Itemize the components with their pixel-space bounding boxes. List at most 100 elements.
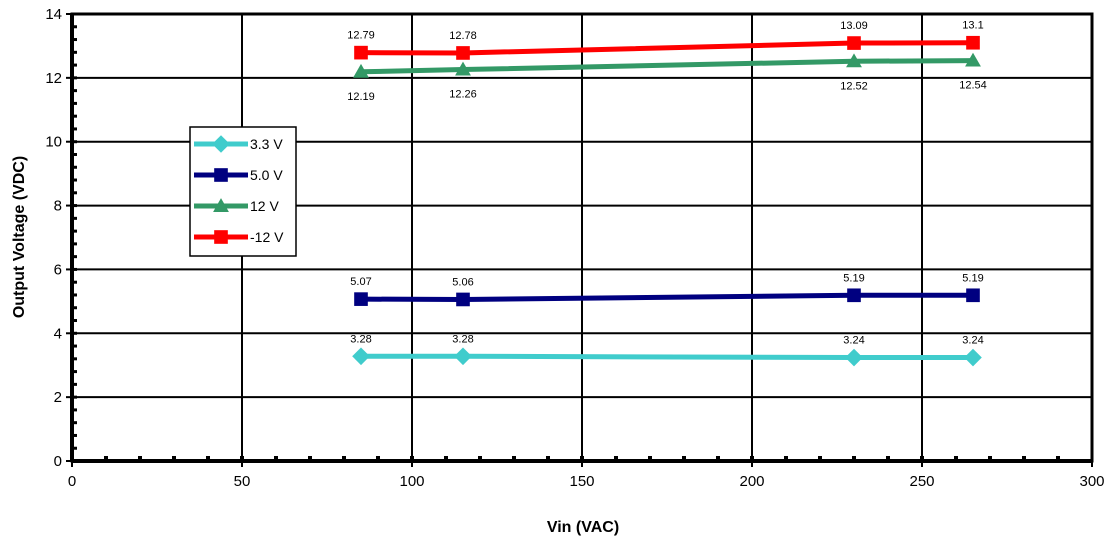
data-label: 12.52 bbox=[840, 80, 868, 92]
x-minor-tick bbox=[886, 456, 890, 461]
legend-label: 3.3 V bbox=[250, 136, 283, 152]
data-point bbox=[966, 35, 980, 50]
y-minor-tick bbox=[72, 76, 77, 80]
y-minor-tick bbox=[72, 255, 77, 259]
x-minor-tick bbox=[784, 456, 788, 461]
x-minor-tick bbox=[988, 456, 992, 461]
y-minor-tick bbox=[72, 165, 77, 169]
y-minor-tick bbox=[72, 306, 77, 310]
x-minor-tick bbox=[1022, 456, 1026, 461]
data-point bbox=[456, 46, 470, 60]
y-axis-title: Output Voltage (VDC) bbox=[11, 156, 28, 318]
y-minor-tick bbox=[72, 63, 77, 67]
x-minor-tick bbox=[852, 456, 856, 461]
data-point bbox=[847, 36, 861, 50]
x-minor-tick bbox=[818, 456, 822, 461]
data-label: 13.09 bbox=[840, 20, 868, 32]
x-minor-tick bbox=[172, 456, 176, 461]
legend-marker bbox=[212, 135, 230, 153]
x-minor-tick bbox=[546, 456, 550, 461]
y-tick-label: 2 bbox=[54, 389, 62, 406]
x-minor-tick bbox=[1056, 456, 1060, 461]
legend-marker bbox=[214, 168, 228, 182]
y-minor-tick bbox=[72, 38, 77, 42]
y-minor-tick bbox=[72, 89, 77, 93]
data-label: 5.06 bbox=[452, 276, 473, 288]
y-minor-tick bbox=[72, 204, 77, 208]
x-tick-label: 300 bbox=[1079, 473, 1104, 490]
y-minor-tick bbox=[72, 280, 77, 284]
y-minor-tick bbox=[72, 229, 77, 233]
legend-item: 12 V bbox=[194, 198, 279, 214]
data-point bbox=[964, 348, 982, 367]
series-line bbox=[360, 292, 973, 302]
x-tick-label: 150 bbox=[569, 473, 594, 490]
x-tick-label: 0 bbox=[68, 473, 76, 490]
y-minor-tick bbox=[72, 446, 77, 450]
series-line bbox=[360, 58, 974, 75]
data-label: 5.07 bbox=[350, 276, 371, 288]
data-label: 3.24 bbox=[962, 335, 983, 347]
data-point bbox=[845, 348, 863, 367]
data-label: 12.79 bbox=[347, 30, 375, 42]
data-label: 3.24 bbox=[843, 335, 864, 347]
x-minor-tick bbox=[648, 456, 652, 461]
y-minor-tick bbox=[72, 242, 77, 246]
x-minor-tick bbox=[580, 456, 584, 461]
y-minor-tick bbox=[72, 433, 77, 437]
legend-label: 5.0 V bbox=[250, 167, 283, 183]
x-minor-tick bbox=[920, 456, 924, 461]
series-1 bbox=[352, 347, 982, 367]
y-minor-tick bbox=[72, 357, 77, 361]
legend-marker bbox=[214, 230, 228, 244]
data-point bbox=[965, 52, 981, 67]
y-tick-label: 10 bbox=[45, 134, 62, 151]
data-point bbox=[352, 347, 370, 366]
data-label: 12.19 bbox=[347, 91, 375, 103]
data-labels: 3.28 3.28 3.24 3.24 5.07 5.06 5.19 5.19 12.19 12.… bbox=[347, 20, 987, 347]
x-axis-title: Vin (VAC) bbox=[547, 519, 619, 536]
data-point bbox=[454, 347, 472, 366]
series-4 bbox=[354, 35, 980, 60]
y-minor-tick bbox=[72, 293, 77, 297]
y-tick-label: 14 bbox=[45, 6, 62, 23]
data-point bbox=[966, 288, 980, 303]
x-minor-tick bbox=[274, 456, 278, 461]
data-point bbox=[847, 288, 861, 303]
x-minor-tick bbox=[478, 456, 482, 461]
series-line bbox=[360, 40, 974, 56]
series-line bbox=[361, 353, 973, 361]
tick-labels: 0 50 100 150 200 250 300 0 2 4 6 8 10 12 14 bbox=[45, 6, 1104, 490]
y-tick-label: 8 bbox=[54, 198, 62, 215]
x-minor-tick bbox=[376, 456, 380, 461]
x-minor-tick bbox=[512, 456, 516, 461]
x-minor-tick bbox=[308, 456, 312, 461]
x-minor-tick bbox=[342, 456, 346, 461]
x-minor-tick bbox=[716, 456, 720, 461]
x-minor-tick bbox=[104, 456, 108, 461]
x-tick-label: 250 bbox=[909, 473, 934, 490]
data-label: 3.28 bbox=[452, 333, 473, 345]
data-point bbox=[455, 61, 471, 76]
legend-item: -12 V bbox=[194, 229, 284, 245]
y-minor-tick bbox=[72, 127, 77, 131]
y-minor-tick bbox=[72, 191, 77, 195]
legend: 3.3 V 5.0 V 12 V -12 V bbox=[189, 126, 297, 257]
y-minor-tick bbox=[72, 25, 77, 29]
x-minor-tick bbox=[750, 456, 754, 461]
y-minor-tick bbox=[72, 114, 77, 118]
x-tick-label: 50 bbox=[234, 473, 251, 490]
series-3 bbox=[353, 52, 981, 78]
y-minor-tick bbox=[72, 50, 77, 54]
data-point bbox=[354, 45, 368, 60]
legend-label: -12 V bbox=[250, 229, 284, 245]
y-tick-label: 4 bbox=[54, 325, 62, 342]
data-label: 12.54 bbox=[959, 80, 987, 92]
data-point bbox=[846, 53, 862, 68]
legend-marker bbox=[213, 198, 229, 212]
legend-item: 3.3 V bbox=[194, 135, 283, 153]
y-minor-tick bbox=[72, 395, 77, 399]
y-minor-tick bbox=[72, 370, 77, 374]
data-label: 5.19 bbox=[962, 272, 983, 284]
